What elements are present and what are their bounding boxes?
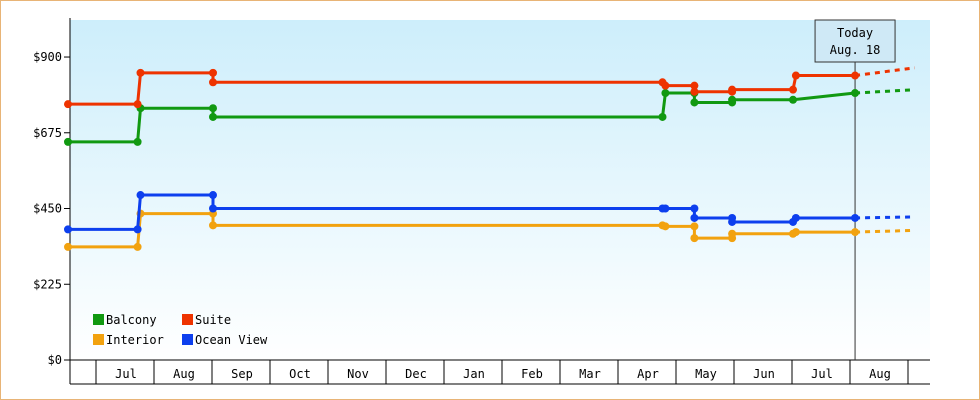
y-tick-label: $450 [33,202,62,216]
series-lines [64,66,915,251]
y-tick-label: $900 [33,50,62,64]
series-point-balcony [209,104,217,113]
series-point-ocean-view [133,225,142,234]
month-label: Aug [173,367,195,381]
legend-swatch [93,334,104,345]
series-point-ocean-view [690,213,699,222]
series-forecast-suite [854,66,915,78]
month-label: Aug [869,367,891,381]
series-point-ocean-view [791,213,800,222]
series-point-interior [791,228,800,237]
series-point-interior [133,242,142,251]
series-point-suite [64,100,72,109]
legend-swatch [93,314,104,325]
series-point-interior [64,242,72,251]
series-point-balcony [64,137,72,146]
series-point-suite [789,85,797,94]
month-label: Mar [579,367,601,381]
series-point-interior [661,222,670,231]
month-label: Jan [463,367,485,381]
series-point-suite [690,87,699,96]
series-point-ocean-view [64,225,72,234]
y-tick-label: $675 [33,126,62,140]
series-point-interior [690,234,699,243]
series-point-suite [728,85,737,94]
y-axis-ticks: $0 $225 $450 $675 $900 [33,50,70,367]
series-point-balcony [690,98,699,107]
month-label: Apr [637,367,659,381]
x-axis-months: Jul Aug Sep Oct Nov Dec Jan Feb Mar Apr May Jun Jul A… [95,360,909,384]
legend-swatch [182,314,193,325]
series-point-suite [661,81,670,90]
series-point-suite [209,68,217,77]
today-date: Aug. 18 [830,43,881,57]
series-point-suite [133,100,142,109]
month-label: Jul [115,367,137,381]
y-tick-label: $0 [48,353,62,367]
axes [69,18,930,385]
series-point-balcony [661,89,670,98]
series-point-suite [209,78,217,87]
series-point-interior [851,228,860,237]
series-point-interior [728,229,737,238]
month-label: Nov [347,367,369,381]
series-point-suite [791,71,800,80]
series-point-suite [690,81,699,90]
series-point-suite [851,71,860,80]
series-point-balcony [658,112,667,121]
series-point-suite [136,68,145,77]
series-line-interior [68,212,856,249]
plot-background [70,20,930,360]
today-marker: Today Aug. 18 [814,19,896,360]
legend-label: Suite [195,313,231,327]
y-tick-label: $225 [33,277,62,291]
series-point-interior [690,222,699,231]
series-point-ocean-view [728,217,737,226]
series-point-balcony [789,95,797,104]
series-point-ocean-view [136,191,145,200]
legend-label: Ocean View [195,333,268,347]
today-label: Today [837,26,873,40]
legend-label: Balcony [106,313,157,327]
month-label: Oct [289,367,311,381]
month-label: Jul [811,367,833,381]
month-label: Feb [521,367,543,381]
series-point-ocean-view [661,204,670,213]
series-point-balcony [851,89,860,98]
series-point-ocean-view [690,204,699,213]
legend-swatch [182,334,193,345]
month-label: Jun [753,367,775,381]
series-point-interior [209,221,217,230]
series-point-balcony [133,137,142,146]
month-label: Dec [405,367,427,381]
legend-label: Interior [106,333,164,347]
series-point-ocean-view [209,191,217,200]
series-point-balcony [728,95,737,104]
series-line-ocean-view [68,193,856,231]
legend: Balcony Suite Interior Ocean View [93,313,268,347]
series-point-ocean-view [209,204,217,213]
month-label: May [695,367,717,381]
series-line-suite [68,71,856,106]
month-label: Sep [231,367,253,381]
series-point-balcony [209,112,217,121]
series-point-ocean-view [851,213,860,222]
today-box [814,19,896,63]
